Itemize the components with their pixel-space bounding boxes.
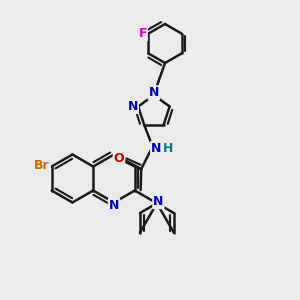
Text: N: N [128,100,138,113]
Text: F: F [139,27,147,40]
Text: N: N [149,86,159,99]
Text: H: H [162,142,173,155]
Text: N: N [151,142,161,155]
Text: O: O [114,152,124,165]
Text: Br: Br [34,159,50,172]
Text: N: N [153,195,164,208]
Text: N: N [109,199,119,212]
